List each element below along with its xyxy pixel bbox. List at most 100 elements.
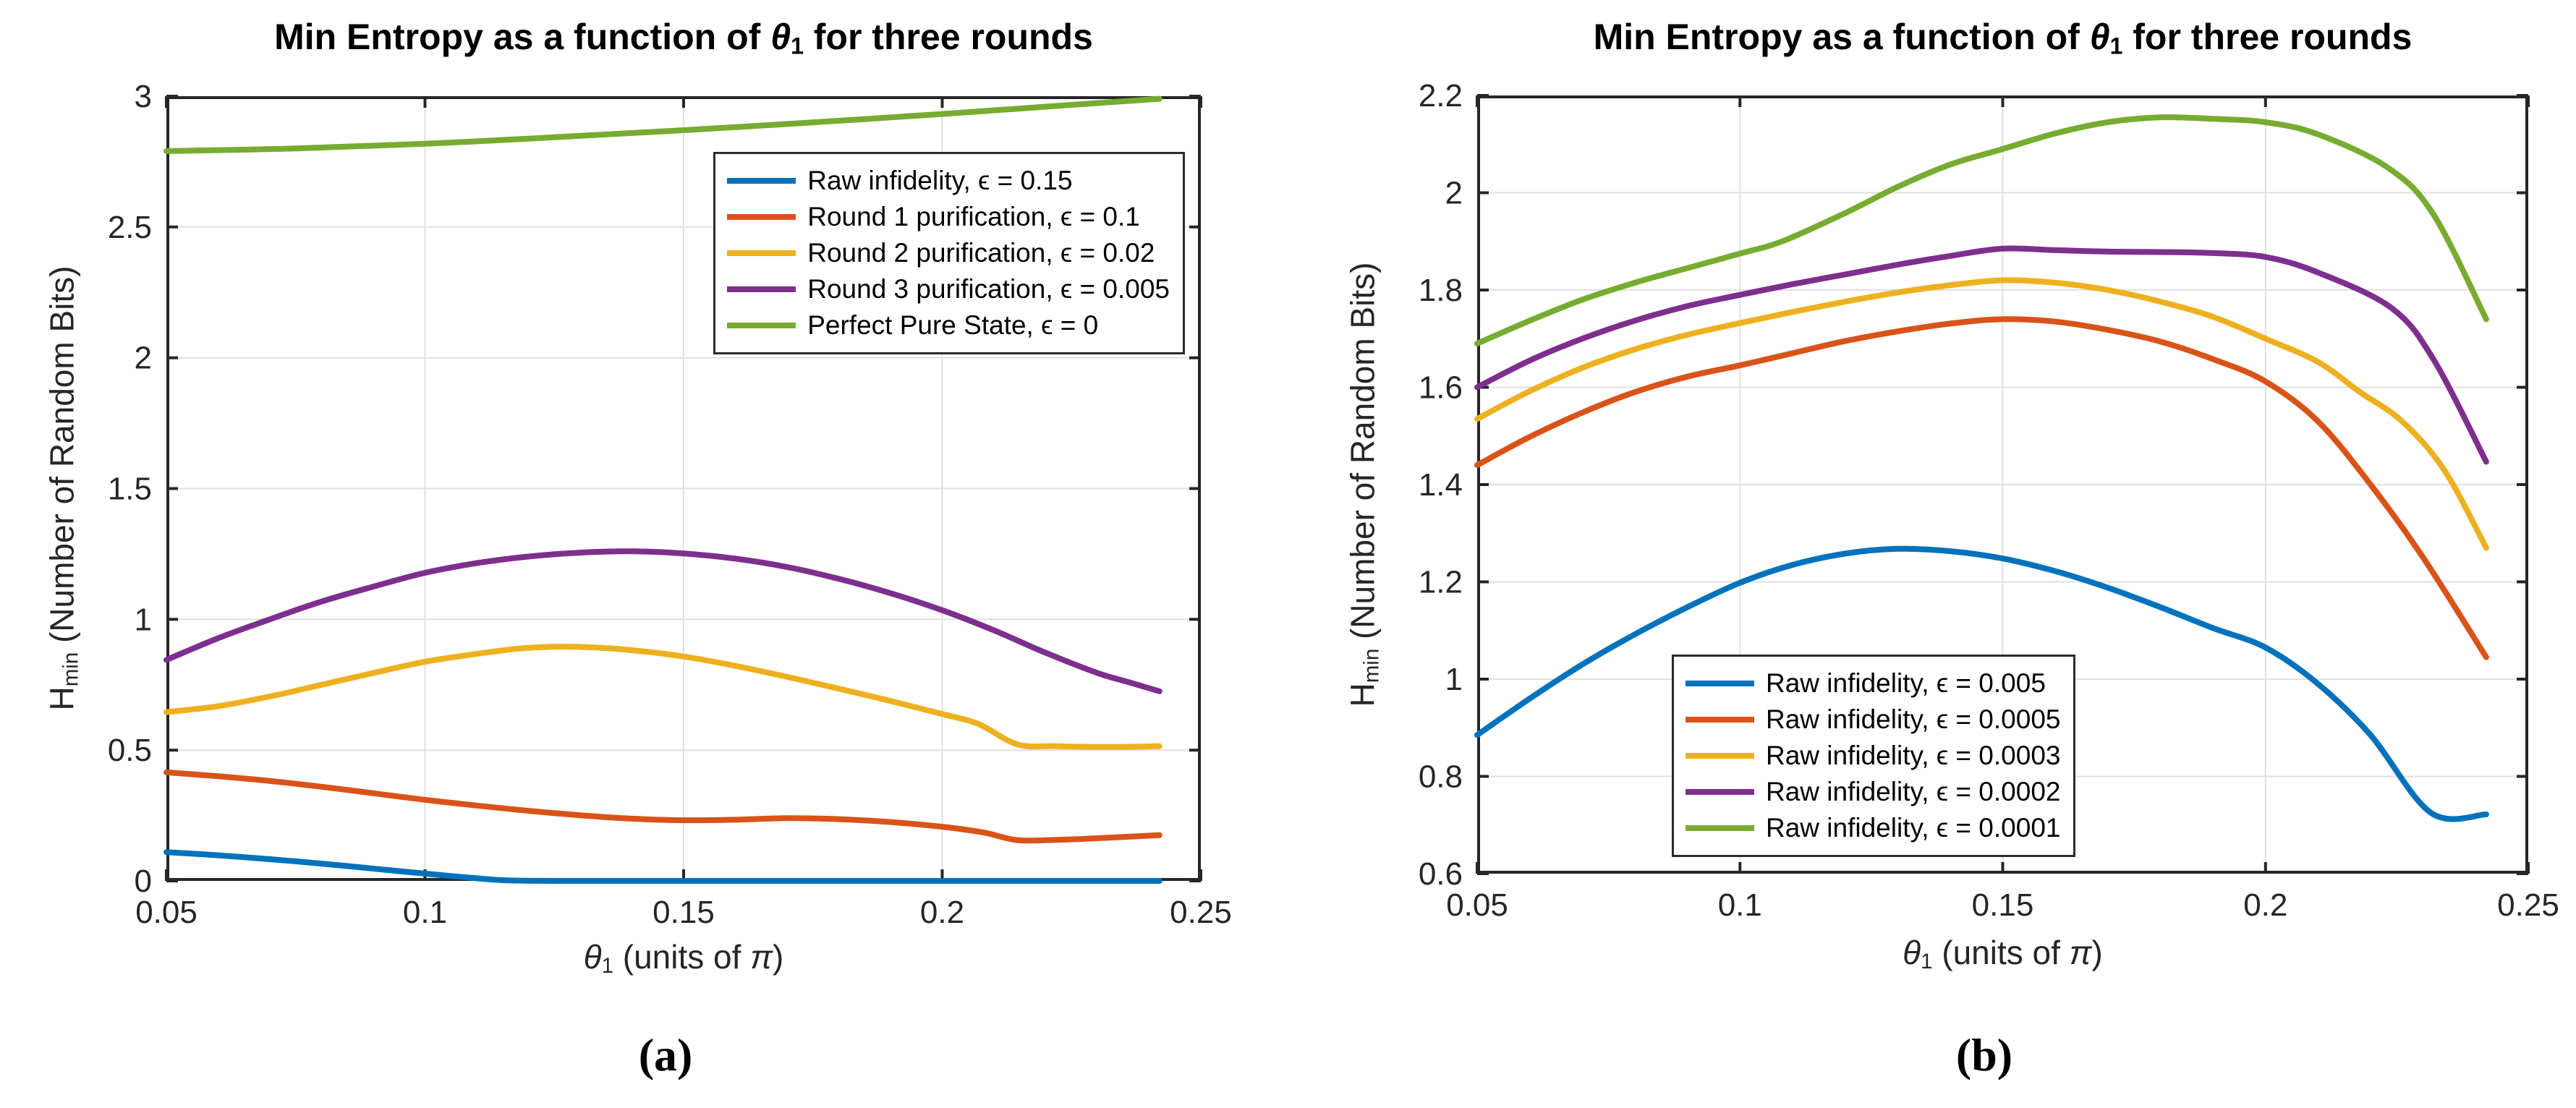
legend-line-swatch xyxy=(727,214,796,220)
series-line-perfect-eps-0 xyxy=(163,95,1162,154)
title-theta-symbol: θ xyxy=(2089,17,2110,57)
legend-item-label: Raw infidelity, ϵ = 0.15 xyxy=(807,166,1073,195)
caption-b: (b) xyxy=(1955,1029,2013,1081)
y-tick-label: 0.8 xyxy=(1419,759,1463,795)
legend-item: Raw infidelity, ϵ = 0.0001 xyxy=(1686,810,2060,846)
chart-svg-a: 0.05 0.1 0.15 0.2 0.25 0 0.5 1 1.5 2 2.5 3 xyxy=(108,79,1232,930)
series-line-round1-eps-01 xyxy=(163,769,1162,844)
x-tick-label: 0.05 xyxy=(135,895,197,930)
series-line-raw-eps-00002 xyxy=(1474,245,2489,465)
xlabel-theta-symbol: θ xyxy=(583,938,602,976)
legend-item-label: Raw infidelity, ϵ = 0.0001 xyxy=(1766,813,2061,843)
legend-line-swatch xyxy=(1686,789,1754,795)
legend-line-swatch xyxy=(1686,753,1754,759)
x-tick-label: 0.1 xyxy=(1718,887,1762,923)
chart-svg-b: 0.05 0.1 0.15 0.2 0.25 0.6 0.8 1 1.2 1.4 1.6 1.8 2 2.… xyxy=(1419,78,2559,923)
x-tick-label: 0.2 xyxy=(920,895,964,930)
y-tick-label: 1.4 xyxy=(1419,467,1463,503)
legend-item: Raw infidelity, ϵ = 0.0005 xyxy=(1686,702,2060,738)
series-line-raw-eps-0005 xyxy=(1474,545,2489,822)
y-tick-label: 1 xyxy=(1445,662,1463,697)
legend-line-swatch xyxy=(1686,717,1754,723)
series-line-raw-eps-00003 xyxy=(1474,277,2489,551)
xlabel-theta-symbol: θ xyxy=(1903,934,1921,971)
legend-item: Raw infidelity, ϵ = 0.15 xyxy=(727,163,1170,199)
legend-line-swatch xyxy=(727,323,796,328)
ylabel-h-symbol: H xyxy=(1343,683,1382,707)
xlabel-pi-symbol: π xyxy=(2069,934,2092,971)
x-tick-label: 0.15 xyxy=(652,895,715,930)
title-theta-symbol: θ xyxy=(770,17,791,57)
y-axis-label-a: Hmin (Number of Random Bits) xyxy=(42,266,83,711)
series-line-round3-eps-0005 xyxy=(163,548,1162,694)
xlabel-theta-subscript: 1 xyxy=(1921,950,1933,974)
y-axis-label-b: Hmin (Number of Random Bits) xyxy=(1343,263,1384,707)
y-tick-label: 2.5 xyxy=(108,210,152,245)
y-tick-label: 2 xyxy=(1445,176,1463,211)
legend-line-swatch xyxy=(727,250,796,256)
x-axis-label-a: θ1 (units of π) xyxy=(166,937,1201,979)
y-tick-label: 3 xyxy=(135,79,152,114)
legend-item-label: Round 1 purification, ϵ = 0.1 xyxy=(807,202,1140,231)
legend-item: Round 3 purification, ϵ = 0.005 xyxy=(727,271,1170,307)
x-tick-label: 0.2 xyxy=(2243,887,2287,923)
xlabel-pi-symbol: π xyxy=(750,938,773,976)
legend-item: Round 1 purification, ϵ = 0.1 xyxy=(727,199,1170,235)
xlabel-text-mid: (units of xyxy=(1932,934,2070,971)
series-line-raw-eps-015 xyxy=(163,849,1162,885)
plot-title-a: Min Entropy as a function of θ1 for thre… xyxy=(166,16,1201,60)
y-tick-label: 1.8 xyxy=(1419,273,1463,308)
x-tick-label: 0.25 xyxy=(1170,895,1232,930)
y-tick-label: 1.5 xyxy=(108,472,152,507)
legend-box-b: Raw infidelity, ϵ = 0.005 Raw infidelity,… xyxy=(1672,655,2076,857)
title-text-post: for three rounds xyxy=(803,17,1093,57)
legend-item: Round 2 purification, ϵ = 0.02 xyxy=(727,235,1170,271)
axes-box xyxy=(1477,95,2528,874)
series-line-round2-eps-002 xyxy=(163,644,1162,750)
plot-area-b: 0.05 0.1 0.15 0.2 0.25 0.6 0.8 1 1.2 1.4 1.6 1.8 2 2.… xyxy=(1419,78,2559,923)
legend-item-label: Round 2 purification, ϵ = 0.02 xyxy=(807,238,1155,268)
legend-line-swatch xyxy=(727,286,796,292)
legend-item-label: Raw infidelity, ϵ = 0.0003 xyxy=(1766,741,2061,770)
plot-title-b: Min Entropy as a function of θ1 for thre… xyxy=(1477,16,2528,60)
y-tick-label: 1 xyxy=(135,602,152,637)
x-tick-label: 0.1 xyxy=(403,895,447,930)
legend-item-label: Round 3 purification, ϵ = 0.005 xyxy=(807,274,1170,304)
title-theta-subscript: 1 xyxy=(2109,33,2123,59)
legend-item: Raw infidelity, ϵ = 0.005 xyxy=(1686,665,2060,702)
xlabel-text-end: ) xyxy=(2091,934,2103,971)
y-tick-label: 0.5 xyxy=(108,733,152,768)
y-tick-label: 0.6 xyxy=(1419,856,1463,892)
legend-line-swatch xyxy=(1686,681,1754,686)
title-text-pre: Min Entropy as a function of xyxy=(274,17,771,57)
series-line-raw-eps-00005 xyxy=(1474,316,2489,660)
ylabel-text: (Number of Random Bits) xyxy=(43,265,81,652)
legend-item: Raw infidelity, ϵ = 0.0002 xyxy=(1686,774,2060,810)
legend-item-label: Raw infidelity, ϵ = 0.0002 xyxy=(1766,777,2061,806)
ylabel-h-symbol: H xyxy=(43,686,81,711)
title-text-post: for three rounds xyxy=(2122,17,2413,57)
ylabel-min-subscript: min xyxy=(59,652,83,687)
xlabel-text-end: ) xyxy=(773,938,784,976)
y-tick-label: 1.6 xyxy=(1419,370,1463,406)
ylabel-min-subscript: min xyxy=(1359,648,1384,683)
y-tick-label: 2.2 xyxy=(1419,78,1463,114)
y-tick-label: 0 xyxy=(135,864,152,899)
title-text-pre: Min Entropy as a function of xyxy=(1593,17,2090,57)
plot-area-a: 0.05 0.1 0.15 0.2 0.25 0 0.5 1 1.5 2 2.5 3 Raw infi… xyxy=(108,79,1232,930)
x-tick-label: 0.15 xyxy=(1972,887,2034,923)
legend-item-label: Perfect Pure State, ϵ = 0 xyxy=(807,310,1099,340)
series-line-raw-eps-00001 xyxy=(1474,114,2489,346)
x-tick-label: 0.05 xyxy=(1446,887,1508,923)
ylabel-text: (Number of Random Bits) xyxy=(1343,262,1382,649)
xlabel-theta-subscript: 1 xyxy=(601,954,613,979)
y-tick-label: 2 xyxy=(135,341,152,376)
legend-item: Raw infidelity, ϵ = 0.0003 xyxy=(1686,738,2060,774)
legend-item: Perfect Pure State, ϵ = 0 xyxy=(727,307,1170,344)
x-axis-label-b: θ1 (units of π) xyxy=(1477,933,2528,974)
title-theta-subscript: 1 xyxy=(791,33,804,59)
x-tick-label: 0.25 xyxy=(2497,887,2559,923)
caption-a: (a) xyxy=(638,1029,693,1081)
xlabel-text-mid: (units of xyxy=(613,938,751,976)
